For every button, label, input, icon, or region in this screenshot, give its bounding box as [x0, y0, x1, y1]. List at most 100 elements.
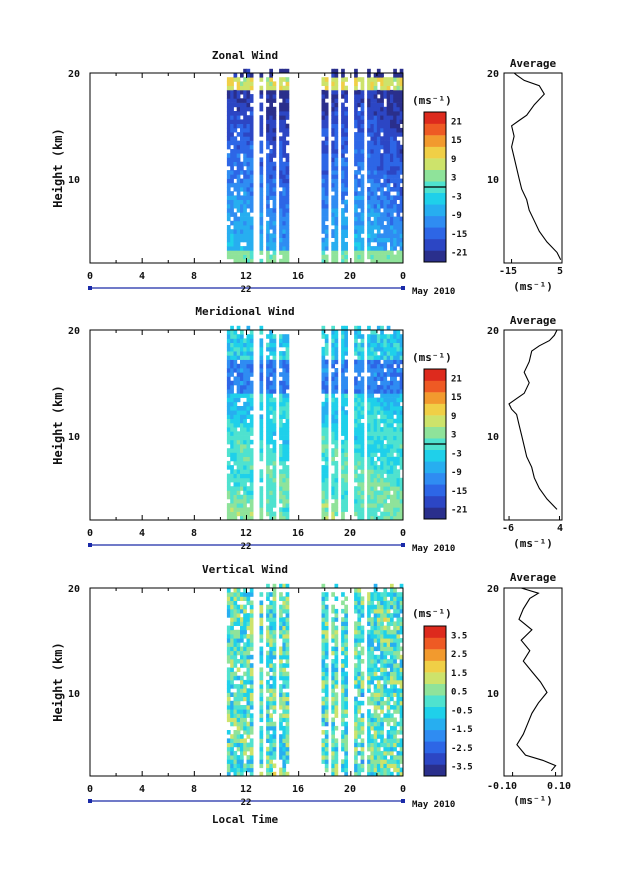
heatmap-cell — [230, 85, 234, 91]
heatmap-cell — [233, 241, 238, 247]
heatmap-cell — [370, 165, 375, 171]
heatmap-cell — [259, 759, 264, 764]
heatmap-cell — [285, 675, 290, 681]
heatmap-cell — [393, 734, 397, 739]
heatmap-cell — [249, 250, 254, 255]
heatmap-cell — [341, 746, 345, 752]
heatmap-cell — [279, 742, 283, 748]
heatmap-cell — [334, 763, 339, 769]
heatmap-cell — [331, 503, 335, 508]
heatmap-cell — [269, 427, 273, 432]
heatmap-cell — [246, 709, 251, 714]
heatmap-cell — [269, 469, 273, 474]
heatmap-cell — [373, 161, 378, 167]
heatmap-cell — [354, 359, 358, 365]
heatmap-cell — [230, 654, 234, 660]
heatmap-cell — [344, 418, 348, 424]
colorbar-swatch — [424, 706, 446, 719]
heatmap-cell — [393, 692, 397, 697]
heatmap-cell — [383, 679, 388, 685]
heatmap-cell — [373, 132, 378, 137]
heatmap-cell — [230, 178, 234, 184]
heatmap-cell — [246, 465, 251, 470]
heatmap-cell — [236, 106, 241, 112]
heatmap-cell — [373, 621, 378, 626]
heatmap-cell — [266, 98, 270, 103]
heatmap-cell — [331, 742, 335, 748]
heatmap-cell — [360, 161, 365, 167]
heatmap-cell — [246, 203, 251, 209]
heatmap-cell — [321, 132, 326, 137]
heatmap-cell — [249, 199, 254, 205]
heatmap-cell — [272, 422, 277, 428]
heatmap-cell — [367, 111, 371, 116]
heatmap-cell — [226, 625, 231, 631]
heatmap-cell — [236, 334, 241, 339]
heatmap-cell — [285, 216, 290, 222]
heatmap-cell — [282, 515, 287, 521]
heatmap-cell — [341, 742, 345, 748]
heatmap-cell — [341, 688, 345, 693]
heatmap-cell — [282, 738, 287, 743]
heatmap-cell — [393, 667, 397, 672]
heatmap-cell — [383, 106, 388, 112]
heatmap-cell — [236, 588, 241, 593]
heatmap-cell — [367, 713, 371, 718]
heatmap-cell — [226, 85, 231, 91]
heatmap-cell — [370, 389, 375, 394]
heatmap-cell — [249, 351, 254, 356]
heatmap-cell — [370, 250, 375, 255]
heatmap-cell — [380, 136, 384, 141]
heatmap-cell — [279, 725, 283, 731]
heatmap-cell — [321, 77, 326, 82]
heatmap-cell — [249, 460, 254, 466]
heatmap-cell — [380, 355, 384, 360]
heatmap-cell — [390, 406, 394, 411]
heatmap-cell — [226, 338, 231, 343]
heatmap-cell — [243, 384, 247, 390]
heatmap-cell — [370, 334, 375, 339]
heatmap-cell — [357, 460, 362, 466]
heatmap-cell — [230, 503, 234, 508]
heatmap-cell — [246, 254, 251, 260]
heatmap-cell — [285, 583, 290, 589]
heatmap-cell — [282, 692, 287, 697]
heatmap-cell — [243, 456, 247, 462]
heatmap-cell — [266, 654, 270, 660]
heatmap-cell — [344, 397, 348, 403]
heatmap-cell — [367, 477, 371, 483]
heatmap-cell — [370, 667, 375, 672]
heatmap-cell — [279, 646, 283, 652]
heatmap-cell — [341, 368, 345, 373]
heatmap-cell — [266, 233, 270, 238]
heatmap-cell — [269, 258, 273, 264]
heatmap-cell — [357, 325, 362, 331]
heatmap-cell — [399, 439, 404, 445]
heatmap-cell — [341, 216, 345, 222]
heatmap-cell — [233, 199, 238, 205]
heatmap-cell — [279, 229, 283, 234]
heatmap-cell — [393, 725, 397, 731]
heatmap-cell — [269, 439, 273, 445]
heatmap-cell — [240, 767, 244, 773]
heatmap-cell — [331, 220, 335, 226]
heatmap-cell — [370, 498, 375, 504]
heatmap-cell — [285, 102, 290, 108]
heatmap-cell — [334, 208, 339, 213]
heatmap-cell — [396, 372, 401, 377]
meridional-date-label: May 2010 — [412, 544, 455, 554]
heatmap-cell — [383, 452, 388, 457]
heatmap-cell — [399, 738, 404, 743]
heatmap-cell — [399, 81, 404, 86]
heatmap-cell — [344, 191, 348, 196]
heatmap-cell — [393, 427, 397, 432]
meridional-wind-ylabel: Height (km) — [51, 385, 65, 464]
heatmap-cell — [367, 191, 371, 196]
heatmap-cell — [370, 477, 375, 483]
heatmap-cell — [380, 157, 384, 162]
heatmap-cell — [331, 170, 335, 175]
heatmap-cell — [246, 692, 251, 697]
heatmap-cell — [240, 515, 244, 521]
heatmap-cell — [269, 174, 273, 179]
heatmap-cell — [236, 650, 241, 656]
